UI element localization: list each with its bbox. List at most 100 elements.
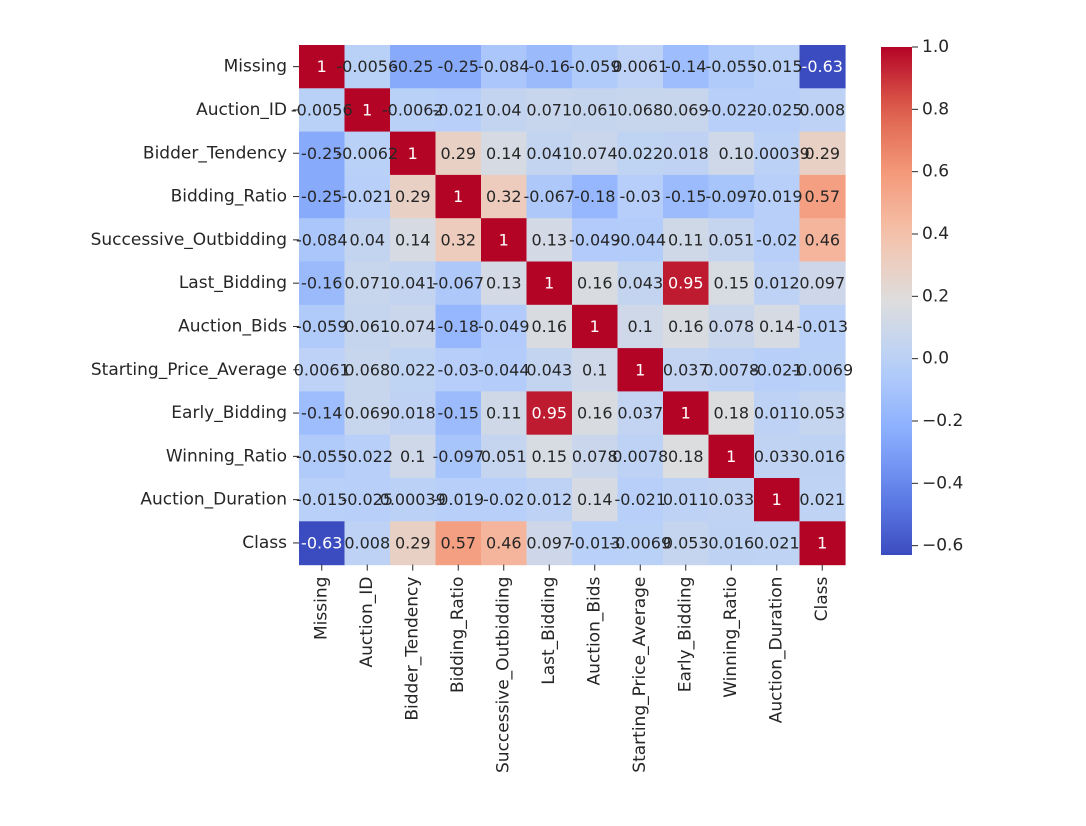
- heatmap-cell: [799, 391, 846, 436]
- heatmap-cell-value: -0.15: [438, 404, 479, 423]
- heatmap-cell: [344, 218, 391, 263]
- heatmap-cell-value: 0.32: [486, 187, 522, 206]
- heatmap-cell-value: 0.097: [799, 274, 845, 293]
- heatmap-cell: [344, 45, 391, 89]
- heatmap-cell: [708, 304, 755, 349]
- heatmap-cell-value: 0.097: [526, 533, 572, 552]
- heatmap-cell-value: 0.13: [531, 230, 567, 249]
- column-labels: Missing Auction_ID Bidder_Tendency Bidding_…: [312, 564, 832, 773]
- heatmap-cell-value: -0.16: [529, 57, 570, 76]
- heatmap-cell: [390, 45, 437, 89]
- heatmap-cell: [344, 304, 391, 349]
- heatmap-cell: [708, 218, 755, 263]
- heatmap-cell: [299, 391, 346, 436]
- heatmap-cell: [344, 348, 391, 392]
- heatmap-cell-value: -0.0062: [336, 144, 398, 163]
- heatmap-cell-value: 0.008: [799, 100, 845, 119]
- heatmap-cell-value: 0.29: [440, 144, 476, 163]
- heatmap-cell: [754, 174, 801, 219]
- heatmap-cell: [526, 261, 573, 306]
- colorbar: 1.0 0.8 0.6 0.4 0.2 0.0 −0.2 −0.4 −0.6: [881, 37, 963, 556]
- heatmap-cell: [390, 131, 437, 176]
- heatmap-cell-value: 0.04: [486, 100, 522, 119]
- heatmap-cell-value: -0.25: [438, 57, 479, 76]
- heatmap-cell-value: -0.0069: [609, 533, 671, 552]
- heatmap-cell: [663, 131, 710, 176]
- column-label: Auction_Duration: [767, 577, 787, 724]
- heatmap-cell: [344, 131, 391, 176]
- heatmap-cell-value: 1: [635, 360, 645, 379]
- heatmap-cell: [799, 521, 846, 566]
- heatmap-cell: [481, 218, 528, 263]
- heatmap-cell-value: -0.097: [432, 447, 484, 466]
- heatmap-cell-value: 0.018: [663, 144, 709, 163]
- colorbar-tick-label: 0.8: [922, 99, 949, 119]
- heatmap-cell-value: -0.25: [392, 57, 433, 76]
- heatmap-cell: [572, 218, 619, 263]
- heatmap-cell-value: 0.022: [617, 144, 663, 163]
- heatmap-cell-value: 0.051: [481, 447, 527, 466]
- heatmap-cell-value: -0.18: [438, 317, 479, 336]
- heatmap-cell-value: 0.033: [708, 490, 754, 509]
- heatmap-cell: [799, 88, 846, 133]
- heatmap-cell-value: 1: [817, 533, 827, 552]
- heatmap-cell: [754, 88, 801, 133]
- heatmap-cell-value: 0.012: [526, 490, 572, 509]
- heatmap-cell-value: -0.025: [341, 490, 393, 509]
- heatmap-cell-value: -0.0062: [382, 100, 444, 119]
- heatmap-cell-value: -0.044: [478, 360, 530, 379]
- heatmap-cell: [572, 45, 619, 89]
- heatmap-cell-value: 0.1: [400, 447, 425, 466]
- heatmap-cell-value: 0.011: [754, 404, 800, 423]
- heatmap-cell: [481, 131, 528, 176]
- heatmap-cell-value: 0.11: [486, 404, 522, 423]
- heatmap-cell: [663, 434, 710, 479]
- heatmap-cell: [435, 131, 482, 176]
- column-label: Last_Bidding: [539, 577, 559, 685]
- heatmap-cell: [344, 88, 391, 133]
- heatmap-cell: [526, 174, 573, 219]
- heatmap-cell: [390, 174, 437, 219]
- heatmap-cell: [435, 521, 482, 566]
- column-label: Early_Bidding: [676, 577, 696, 693]
- heatmap-cell: [390, 391, 437, 436]
- heatmap-cell: [708, 131, 755, 176]
- heatmap-cell-value: 0.037: [663, 360, 709, 379]
- heatmap-cell: [754, 131, 801, 176]
- heatmap-cell-value: -0.015: [296, 490, 348, 509]
- heatmap-cell-value: -0.14: [665, 57, 706, 76]
- heatmap-cell: [799, 218, 846, 263]
- heatmap-cell-value: -0.055: [705, 57, 757, 76]
- heatmap-cell-value: 0.13: [486, 274, 522, 293]
- heatmap-cell: [617, 174, 664, 219]
- heatmap-cell-value: 0.011: [663, 490, 709, 509]
- heatmap-cell-value: -0.021: [341, 187, 393, 206]
- heatmap-cell-value: 0.46: [486, 533, 522, 552]
- heatmap-cell: [435, 174, 482, 219]
- heatmap-cell-value: -0.013: [569, 533, 621, 552]
- heatmap-cell: [481, 434, 528, 479]
- heatmap-cell-value: 0.57: [804, 187, 840, 206]
- row-label: Successive_Outbidding: [91, 230, 287, 250]
- heatmap-cell: [299, 131, 346, 176]
- heatmap-cell: [481, 478, 528, 522]
- heatmap-cell: [344, 391, 391, 436]
- heatmap-cell-value: -0.097: [705, 187, 757, 206]
- heatmap-cell: [526, 478, 573, 522]
- heatmap-cell: [435, 434, 482, 479]
- heatmap-cell: [663, 304, 710, 349]
- heatmap-cell: [390, 304, 437, 349]
- heatmap-cell: [526, 434, 573, 479]
- heatmap-cell-value: 0.021: [799, 490, 845, 509]
- heatmap-cell-value: 0.008: [344, 533, 390, 552]
- heatmap-cell-value: 0.021: [754, 533, 800, 552]
- heatmap-cell: [299, 348, 346, 392]
- heatmap-cell: [799, 131, 846, 176]
- heatmap-cell-value: 0.078: [572, 447, 618, 466]
- heatmap-cell: [799, 478, 846, 522]
- row-label: Auction_Duration: [140, 490, 287, 510]
- heatmap-cell-value: -0.18: [574, 187, 615, 206]
- heatmap-cell: [299, 521, 346, 566]
- heatmap-cell-value: 1: [499, 230, 509, 249]
- heatmap-cell-value: 0.071: [526, 100, 572, 119]
